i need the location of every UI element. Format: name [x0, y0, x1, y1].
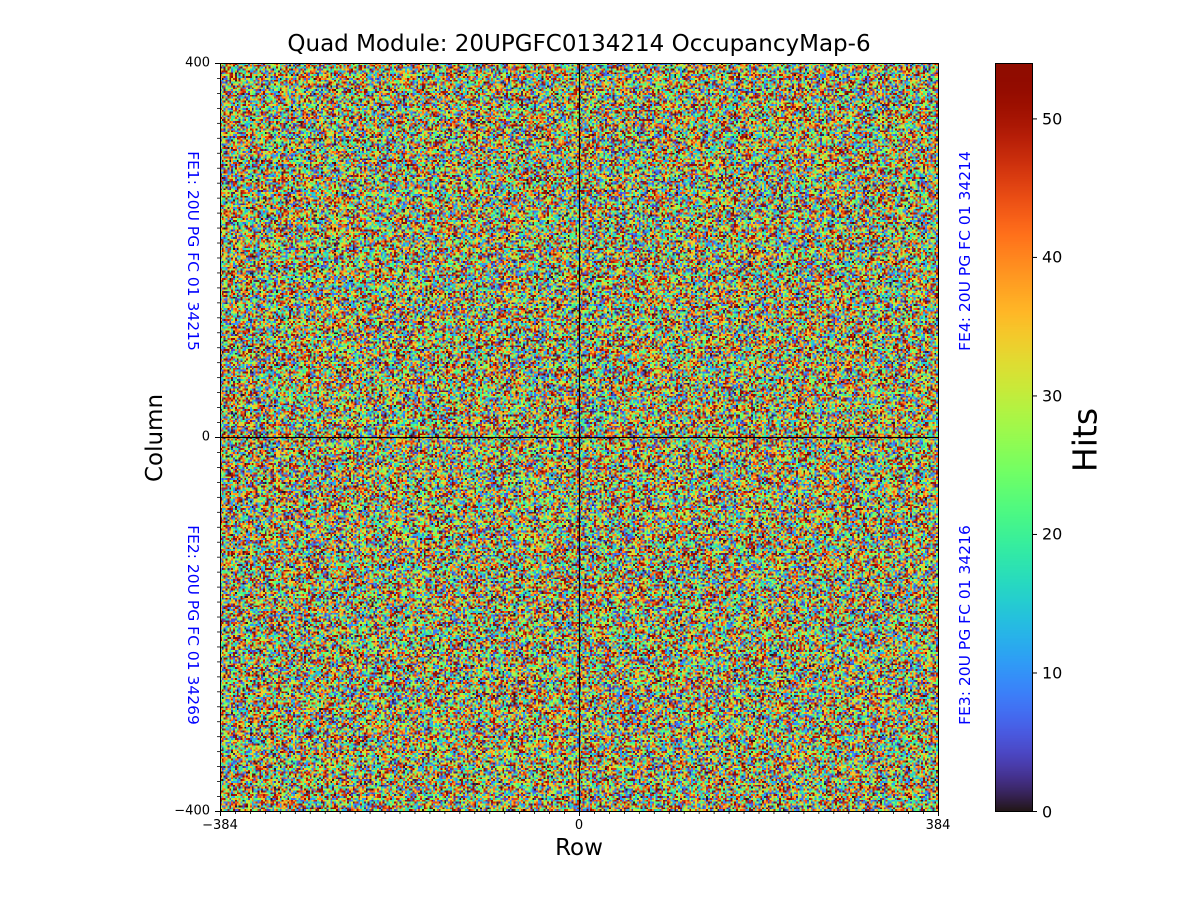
- colorbar-tick-label: 20: [1042, 524, 1063, 544]
- colorbar-tick-label: 50: [1042, 109, 1063, 129]
- colorbar-tick-label: 10: [1042, 663, 1063, 683]
- fe1-label: FE1: 20U PG FC 01 34215: [184, 151, 202, 351]
- y-tick-label: 0: [201, 429, 210, 445]
- y-tick-label: −400: [174, 803, 210, 819]
- colorbar-label: Hits: [1065, 407, 1105, 473]
- fe3-label: FE3: 20U PG FC 01 34216: [956, 525, 974, 725]
- y-tick-label: 400: [185, 55, 210, 71]
- x-tick-label: −384: [202, 818, 238, 833]
- colorbar-frame: [995, 63, 1033, 812]
- x-axis-label: Row: [555, 835, 603, 861]
- x-tick-label: 0: [574, 818, 584, 833]
- x-tick-label: 384: [925, 818, 951, 833]
- colorbar: [995, 63, 1032, 811]
- chart-title: Quad Module: 20UPGFC0134214 OccupancyMap…: [287, 31, 871, 57]
- fe4-label: FE4: 20U PG FC 01 34214: [956, 151, 974, 351]
- fe2-label: FE2: 20U PG FC 01 34269: [184, 525, 202, 725]
- colorbar-tick-label: 30: [1042, 386, 1063, 406]
- colorbar-tick-label: 40: [1042, 247, 1063, 267]
- colorbar-tick-label: 0: [1042, 802, 1053, 821]
